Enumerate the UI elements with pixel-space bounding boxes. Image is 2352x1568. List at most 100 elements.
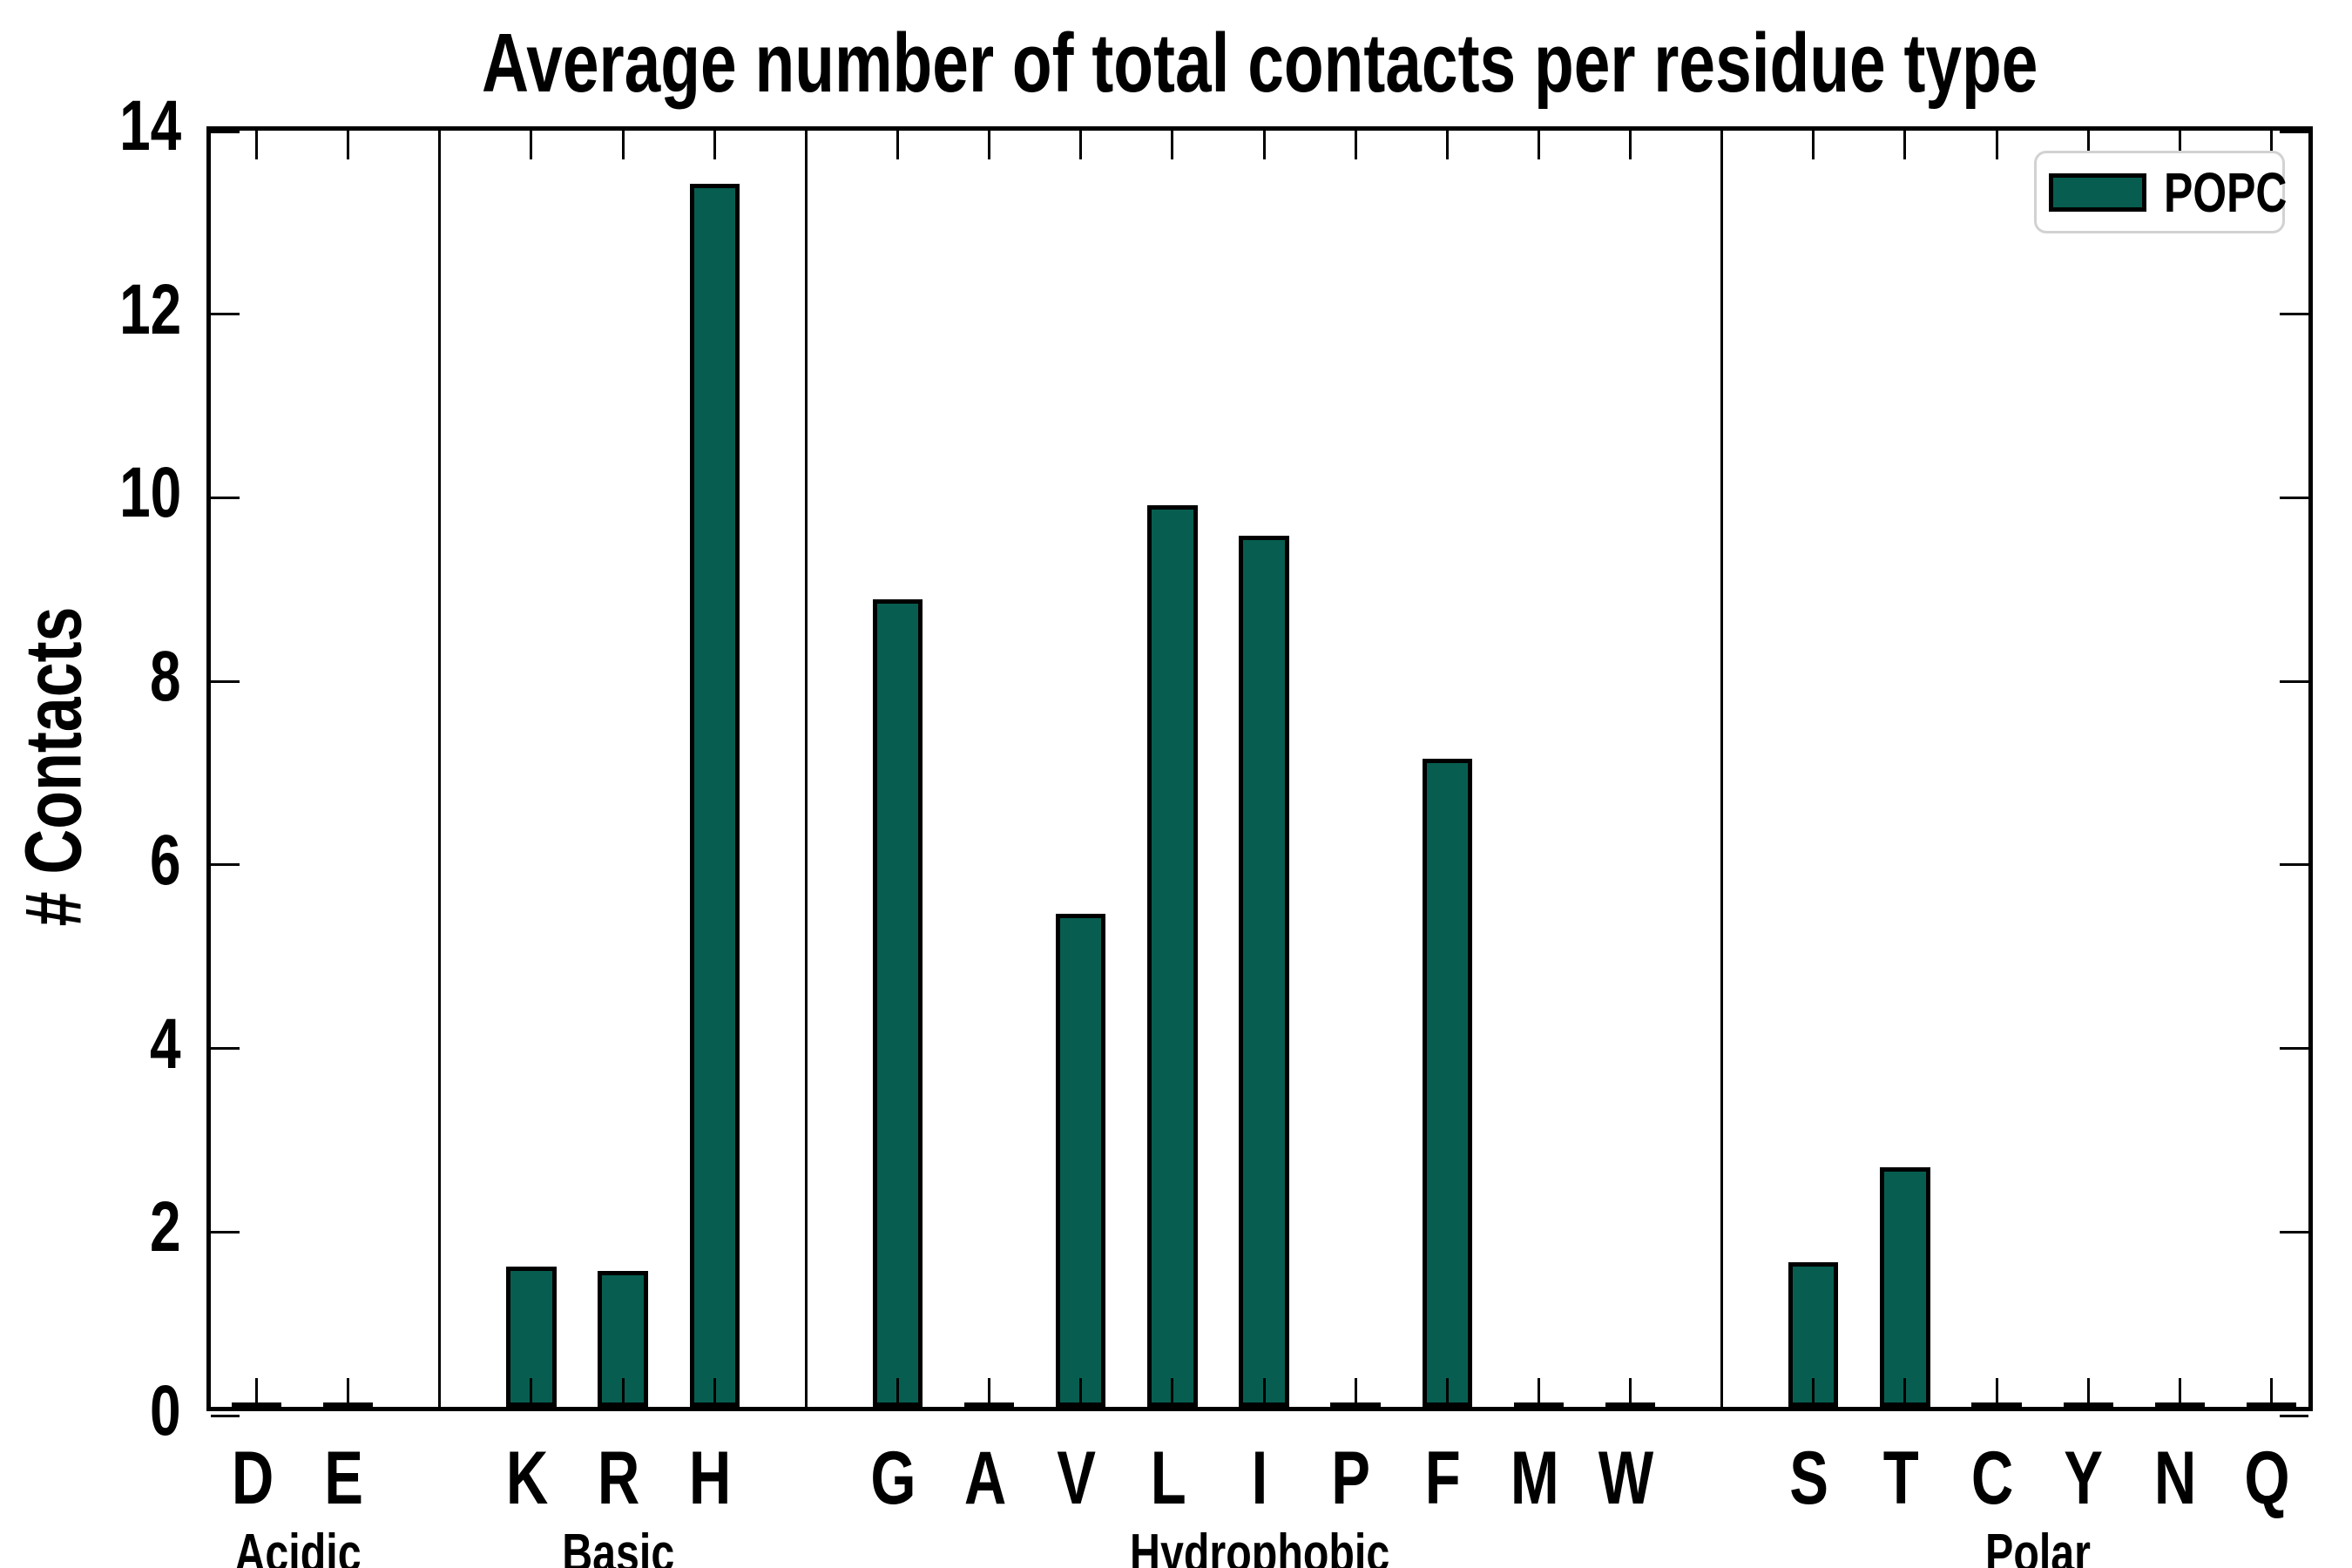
- x-tick-label-text: K: [505, 1436, 549, 1520]
- x-tick-label-text: Y: [2064, 1436, 2104, 1520]
- x-tick-label-E: E: [274, 1436, 414, 1522]
- group-label-text: Basic: [562, 1524, 675, 1568]
- legend-label: POPC: [2146, 160, 2304, 225]
- plot-area: [206, 126, 2313, 1417]
- x-tick-mark: [1537, 1378, 1540, 1407]
- y-tick-mark: [211, 313, 240, 316]
- group-label-hydrophobic: Hydrophobic: [1042, 1523, 1477, 1568]
- x-tick-mark: [347, 131, 350, 159]
- x-tick-label-text: L: [1150, 1436, 1186, 1520]
- x-tick-label-W: W: [1557, 1436, 1696, 1522]
- group-label-text: Hydrophobic: [1129, 1524, 1390, 1568]
- y-tick-label-text: 14: [118, 86, 181, 166]
- x-tick-mark: [713, 1378, 716, 1407]
- y-tick-mark: [211, 131, 240, 133]
- x-tick-label-Q: Q: [2197, 1436, 2336, 1522]
- x-tick-mark: [2269, 1378, 2273, 1407]
- x-tick-label-A: A: [916, 1436, 1055, 1522]
- x-tick-label-M: M: [1464, 1436, 1604, 1522]
- x-tick-label-text: E: [324, 1436, 364, 1520]
- x-tick-mark: [438, 131, 442, 159]
- y-tick-label-12: 12: [7, 269, 181, 351]
- y-tick-mark: [211, 679, 240, 683]
- x-tick-mark: [988, 131, 991, 159]
- group-divider: [438, 131, 442, 1407]
- x-tick-mark: [896, 131, 899, 159]
- x-tick-mark: [347, 1378, 350, 1407]
- x-tick-mark: [530, 131, 533, 159]
- x-tick-mark: [1079, 131, 1083, 159]
- x-tick-mark: [2269, 131, 2273, 159]
- group-label-text: Acidic: [234, 1524, 362, 1568]
- bar-T: [1880, 1167, 1930, 1407]
- x-tick-mark: [1079, 1378, 1083, 1407]
- x-tick-mark: [1812, 1378, 1815, 1407]
- y-tick-mark: [2280, 1414, 2308, 1417]
- legend: POPC: [2034, 151, 2287, 233]
- y-tick-label-text: 4: [150, 1004, 181, 1084]
- y-tick-label-8: 8: [7, 636, 181, 718]
- x-tick-label-L: L: [1098, 1436, 1238, 1522]
- y-tick-mark: [2280, 679, 2308, 683]
- x-tick-label-text: I: [1251, 1436, 1268, 1520]
- y-tick-mark: [2280, 131, 2308, 133]
- x-tick-label-S: S: [1740, 1436, 1879, 1522]
- bar-V: [1056, 914, 1106, 1407]
- y-tick-mark: [211, 496, 240, 499]
- x-tick-label-D: D: [183, 1436, 322, 1522]
- x-tick-label-P: P: [1281, 1436, 1421, 1522]
- x-tick-mark: [1262, 1378, 1266, 1407]
- x-tick-mark: [1445, 1378, 1449, 1407]
- y-tick-mark: [211, 1414, 240, 1417]
- x-tick-mark: [438, 1378, 442, 1407]
- x-tick-mark: [621, 131, 625, 159]
- y-tick-label-text: 2: [150, 1187, 181, 1267]
- x-tick-label-text: R: [597, 1436, 640, 1520]
- y-tick-mark: [2280, 1047, 2308, 1051]
- x-tick-label-C: C: [1923, 1436, 2062, 1522]
- x-tick-label-N: N: [2105, 1436, 2245, 1522]
- x-tick-label-text: V: [1057, 1436, 1097, 1520]
- y-tick-mark: [211, 1230, 240, 1233]
- x-tick-mark: [1995, 1378, 1998, 1407]
- y-tick-label-14: 14: [7, 85, 181, 167]
- x-tick-label-K: K: [457, 1436, 597, 1522]
- y-tick-mark: [2280, 313, 2308, 316]
- x-tick-mark: [1995, 131, 1998, 159]
- x-tick-label-I: I: [1190, 1436, 1329, 1522]
- x-tick-label-text: N: [2154, 1436, 2197, 1520]
- y-tick-label-10: 10: [7, 452, 181, 534]
- x-tick-label-Y: Y: [2014, 1436, 2153, 1522]
- x-tick-mark: [1354, 131, 1357, 159]
- x-tick-mark: [2178, 1378, 2181, 1407]
- x-tick-mark: [530, 1378, 533, 1407]
- x-tick-mark: [804, 131, 808, 159]
- legend-swatch-popc: [2049, 172, 2146, 212]
- x-tick-label-text: W: [1598, 1436, 1654, 1520]
- group-label-acidic: Acidic: [80, 1523, 516, 1568]
- bar-H: [689, 183, 740, 1407]
- x-tick-mark: [896, 1378, 899, 1407]
- x-tick-label-text: G: [870, 1436, 916, 1520]
- y-tick-mark: [211, 863, 240, 867]
- x-tick-label-text: Q: [2244, 1436, 2290, 1520]
- y-tick-label-text: 12: [118, 269, 181, 349]
- group-divider: [804, 131, 808, 1407]
- group-label-basic: Basic: [401, 1523, 836, 1568]
- x-tick-mark: [2178, 131, 2181, 159]
- y-tick-label-2: 2: [7, 1186, 181, 1268]
- x-tick-label-text: F: [1424, 1436, 1461, 1520]
- x-tick-mark: [1720, 131, 1724, 159]
- x-tick-mark: [1903, 131, 1907, 159]
- bar-F: [1422, 759, 1472, 1407]
- y-tick-mark: [2280, 1230, 2308, 1233]
- x-tick-label-text: H: [688, 1436, 732, 1520]
- y-tick-label-text: 8: [150, 637, 181, 717]
- y-tick-label-6: 6: [7, 820, 181, 902]
- group-divider: [1720, 131, 1724, 1407]
- x-tick-label-text: M: [1510, 1436, 1559, 1520]
- x-tick-mark: [713, 131, 716, 159]
- x-tick-mark: [1903, 1378, 1907, 1407]
- y-tick-mark: [211, 1047, 240, 1051]
- bar-L: [1147, 505, 1198, 1407]
